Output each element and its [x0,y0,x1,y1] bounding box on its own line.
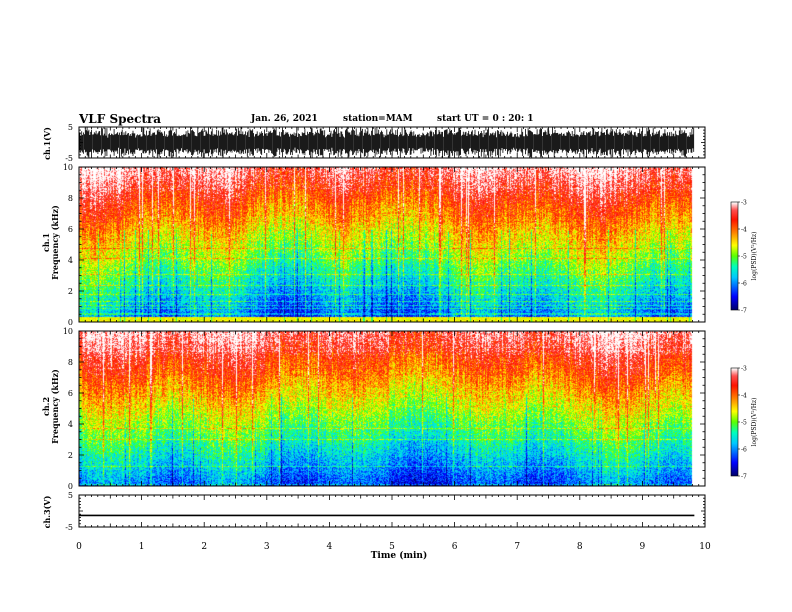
spectrogram-panel-ch2 [79,331,693,486]
y-tick-label: 5 [68,491,73,500]
y-tick-label: 8 [68,194,73,203]
spectrogram-panel-ch1 [79,167,693,322]
y-tick-label: 4 [68,256,73,265]
y-tick-label: 10 [63,163,73,172]
colorbar-tick-label: -4 [741,227,747,234]
date-label: Jan. 26, 2021 [251,114,318,124]
y-tick-label: 8 [68,358,73,367]
x-tick-label: 3 [264,542,270,552]
y-tick-label: 6 [68,225,73,234]
chart-title: VLF Spectra [79,112,162,126]
spectrogram-image-ch1 [79,167,693,322]
colorbar-tick-label: -3 [741,200,747,207]
y-axis-channel-label: ch.1 [41,233,51,252]
x-tick-label: 5 [389,542,395,552]
y-tick-label: 4 [68,420,73,429]
waveform-panel-ch1 [78,127,695,158]
x-tick-label: 9 [640,542,646,552]
colorbar-tick-label: -3 [741,366,747,373]
y-axis-label: ch.1(V) [42,127,52,160]
y-axis-channel-label: ch.2 [41,397,51,416]
x-axis-label: Time (min) [371,550,428,561]
x-tick-label: 6 [452,542,458,552]
colorbar-ch1 [731,202,738,310]
colorbar-tick-label: -5 [741,254,747,261]
y-tick-label: 10 [63,327,73,336]
y-tick-label: -5 [65,154,73,163]
x-tick-label: 8 [577,542,583,552]
colorbar-tick-label: -4 [741,393,747,400]
y-tick-label: 5 [68,123,73,132]
y-axis-label: ch.3(V) [42,495,52,528]
colorbar-tick-label: -7 [741,308,747,315]
x-tick-label: 1 [139,542,145,552]
y-tick-label: 0 [68,482,73,491]
y-axis-label: Frequency (kHz) [50,369,60,444]
x-tick-label: 0 [76,542,82,552]
waveform-trace-ch1 [78,127,695,158]
colorbar-tick-label: -7 [741,474,747,481]
colorbar-gradient-ch2 [731,368,738,476]
y-tick-label: -5 [65,523,73,532]
y-axis-label: Frequency (kHz) [50,205,60,280]
start-time-label: start UT = 0 : 20: 1 [437,114,534,124]
colorbar-tick-label: -6 [741,281,747,288]
y-tick-label: 2 [68,287,73,296]
colorbar-ch2 [731,368,738,476]
x-tick-label: 10 [699,542,711,552]
y-tick-label: 6 [68,389,73,398]
colorbar-tick-label: -6 [741,447,747,454]
x-tick-label: 4 [327,542,333,552]
y-tick-label: 0 [68,318,73,327]
x-tick-label: 2 [201,542,207,552]
colorbar-label: log(PSD)(V²/Hz) [751,398,758,447]
y-tick-label: 2 [68,451,73,460]
colorbar-gradient-ch1 [731,202,738,310]
station-label: station=MAM [343,114,413,124]
x-tick-label: 7 [514,542,520,552]
colorbar-label: log(PSD)(V²/Hz) [751,232,758,281]
colorbar-tick-label: -5 [741,420,747,427]
spectrogram-image-ch2 [79,331,693,486]
